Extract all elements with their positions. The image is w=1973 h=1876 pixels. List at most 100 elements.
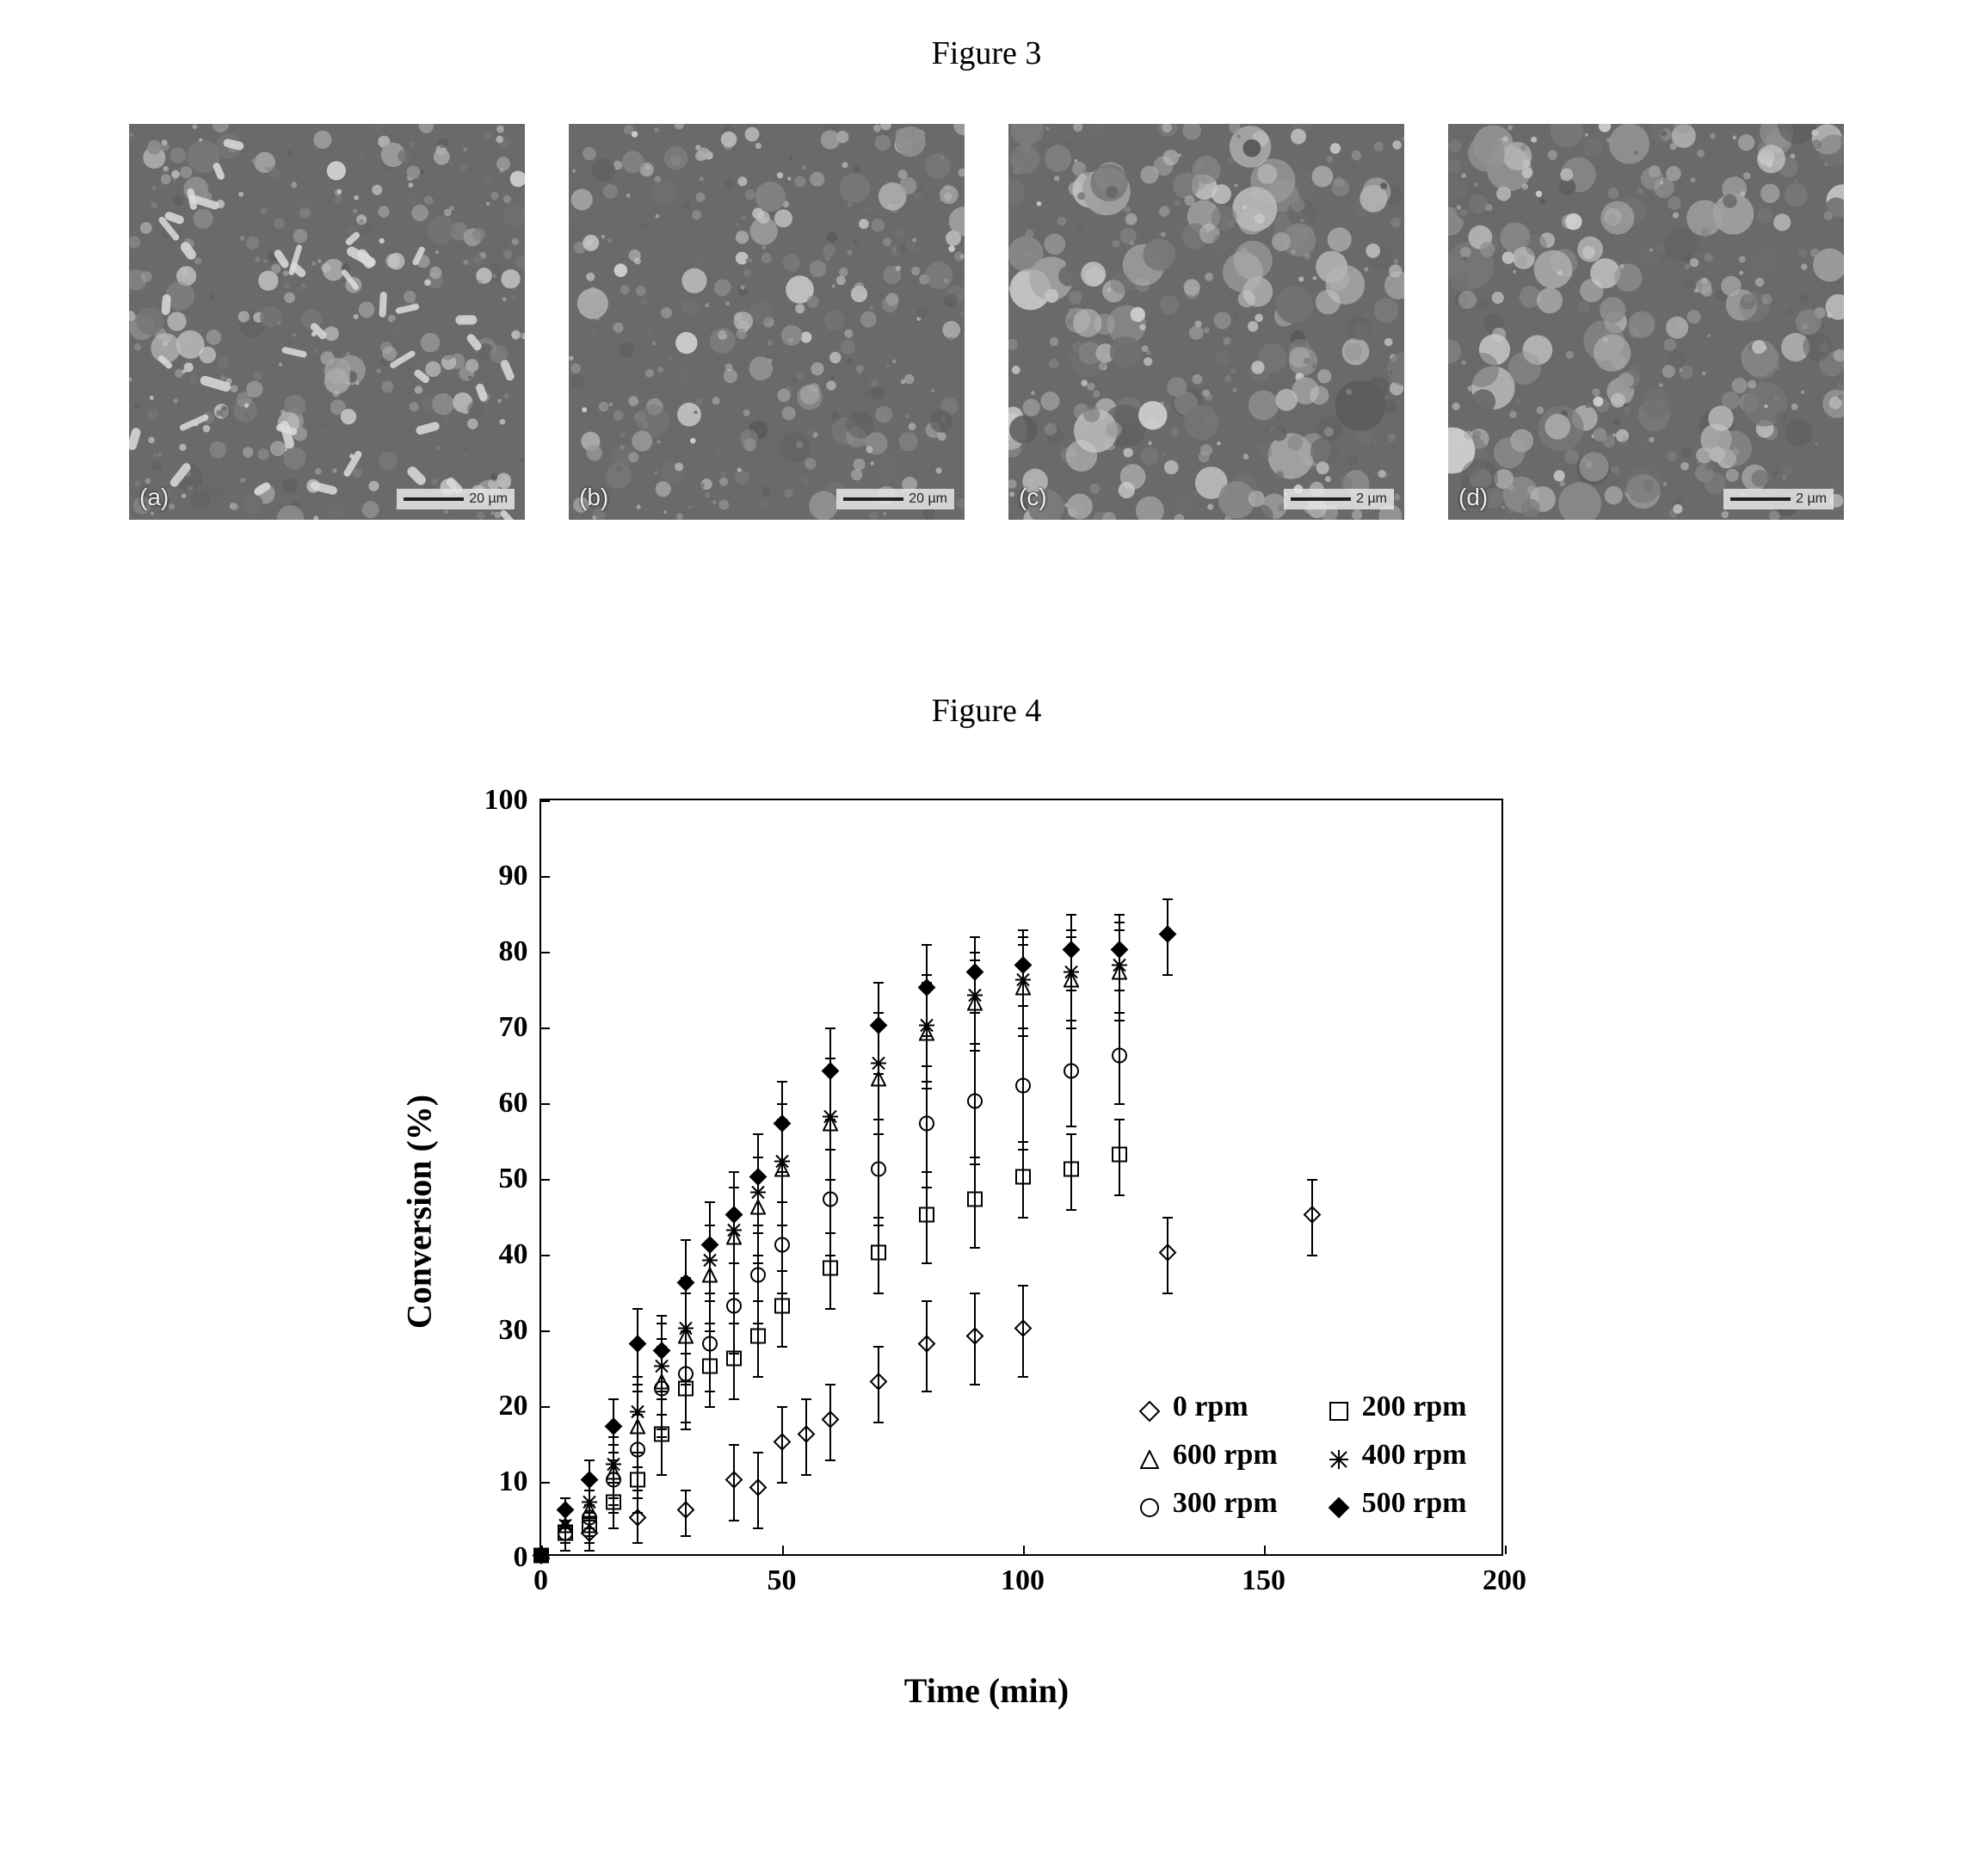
sem-panel: (c) 2 µm (1008, 124, 1404, 520)
legend-item: 0 rpm (1140, 1391, 1278, 1423)
error-cap (681, 1293, 691, 1294)
error-cap (922, 944, 932, 946)
error-cap (1018, 1035, 1028, 1037)
legend-marker (1140, 1444, 1162, 1466)
data-point (750, 1268, 766, 1287)
y-tick (541, 1330, 550, 1332)
legend-label: 600 rpm (1173, 1439, 1278, 1472)
error-cap (753, 1262, 763, 1264)
y-tick (541, 1406, 550, 1408)
data-point (1015, 1321, 1031, 1341)
x-tick-label: 50 (768, 1554, 797, 1597)
figure-4: Figure 4 Conversion (%) 0102030405060708… (129, 692, 1844, 1642)
error-cap (825, 1384, 835, 1385)
error-cap (1114, 1103, 1125, 1105)
error-cap (922, 1187, 932, 1188)
y-tick (541, 952, 550, 953)
error-cap (584, 1490, 595, 1491)
error-cap (632, 1512, 643, 1514)
error-cap (753, 1452, 763, 1453)
error-cap (1018, 1217, 1028, 1219)
error-cap (970, 1050, 980, 1052)
error-cap (753, 1376, 763, 1378)
error-cap (608, 1512, 619, 1514)
data-point (967, 995, 983, 1015)
error-cap (970, 960, 980, 961)
error-cap (922, 1262, 932, 1264)
scale-bar: 2 µm (1723, 489, 1834, 509)
error-cap (681, 1429, 691, 1430)
data-point (823, 1411, 838, 1431)
y-tick-label: 20 (499, 1390, 541, 1422)
error-cap (1018, 929, 1028, 931)
data-point (919, 1025, 934, 1045)
error-cap (632, 1542, 643, 1544)
error-cap (1018, 1285, 1028, 1287)
legend-item: 200 rpm (1329, 1391, 1467, 1423)
data-point (678, 1328, 694, 1348)
error-cap (825, 1073, 835, 1075)
data-point (774, 1237, 790, 1257)
error-cap (777, 1293, 787, 1294)
x-tick-label: 150 (1242, 1554, 1286, 1597)
panel-label: (c) (1019, 484, 1047, 511)
x-tick (1264, 1546, 1266, 1554)
error-cap (681, 1422, 691, 1423)
data-point (823, 1192, 838, 1212)
error-cap (1066, 936, 1076, 938)
y-tick (541, 876, 550, 878)
chart-container: Conversion (%) 0102030405060708090100050… (428, 781, 1546, 1642)
error-cap (970, 1163, 980, 1165)
error-cap (705, 1201, 715, 1203)
y-tick-label: 40 (499, 1238, 541, 1271)
data-point (726, 1230, 742, 1250)
data-point (678, 1503, 694, 1522)
scale-bar: 2 µm (1284, 489, 1394, 509)
data-point (774, 1298, 790, 1318)
y-tick (541, 1179, 550, 1181)
error-cap (632, 1466, 643, 1468)
y-tick-label: 10 (499, 1466, 541, 1498)
error-cap (1066, 914, 1076, 916)
error-cap (873, 1027, 884, 1029)
error-cap (753, 1323, 763, 1324)
error-cap (681, 1384, 691, 1385)
error-cap (729, 1293, 739, 1294)
error-cap (1066, 1027, 1076, 1029)
error-cap (729, 1520, 739, 1521)
error-cap (681, 1490, 691, 1491)
x-tick (1505, 1546, 1507, 1554)
error-cap (753, 1527, 763, 1529)
x-tick-label: 100 (1001, 1554, 1045, 1597)
sem-panel: (b) 20 µm (569, 124, 965, 520)
legend-label: 400 rpm (1362, 1439, 1467, 1472)
data-point (871, 1245, 886, 1265)
error-cap (560, 1550, 570, 1552)
data-point (726, 1298, 742, 1318)
error-cap (705, 1330, 715, 1332)
y-axis-label: Conversion (%) (398, 1095, 439, 1329)
data-point (823, 1260, 838, 1280)
scale-bar: 20 µm (397, 489, 515, 509)
data-point (798, 1427, 814, 1447)
error-cap (825, 1255, 835, 1256)
error-cap (1162, 1293, 1173, 1294)
error-cap (584, 1459, 595, 1461)
error-cap (584, 1535, 595, 1537)
y-tick (541, 1103, 550, 1105)
figure-3-title: Figure 3 (129, 34, 1844, 72)
error-cap (873, 1422, 884, 1423)
data-point (750, 1479, 766, 1499)
error-cap (1018, 1149, 1028, 1151)
data-point (1015, 1078, 1031, 1098)
data-point (774, 1162, 790, 1182)
data-point (702, 1336, 718, 1355)
data-point (919, 1336, 934, 1355)
chart-wrapper: Conversion (%) 0102030405060708090100050… (129, 781, 1844, 1642)
error-cap (729, 1444, 739, 1446)
error-cap (632, 1308, 643, 1310)
data-point (967, 1192, 983, 1212)
error-cap (922, 1300, 932, 1302)
legend-item: 500 rpm (1329, 1487, 1467, 1520)
error-cap (608, 1398, 619, 1400)
